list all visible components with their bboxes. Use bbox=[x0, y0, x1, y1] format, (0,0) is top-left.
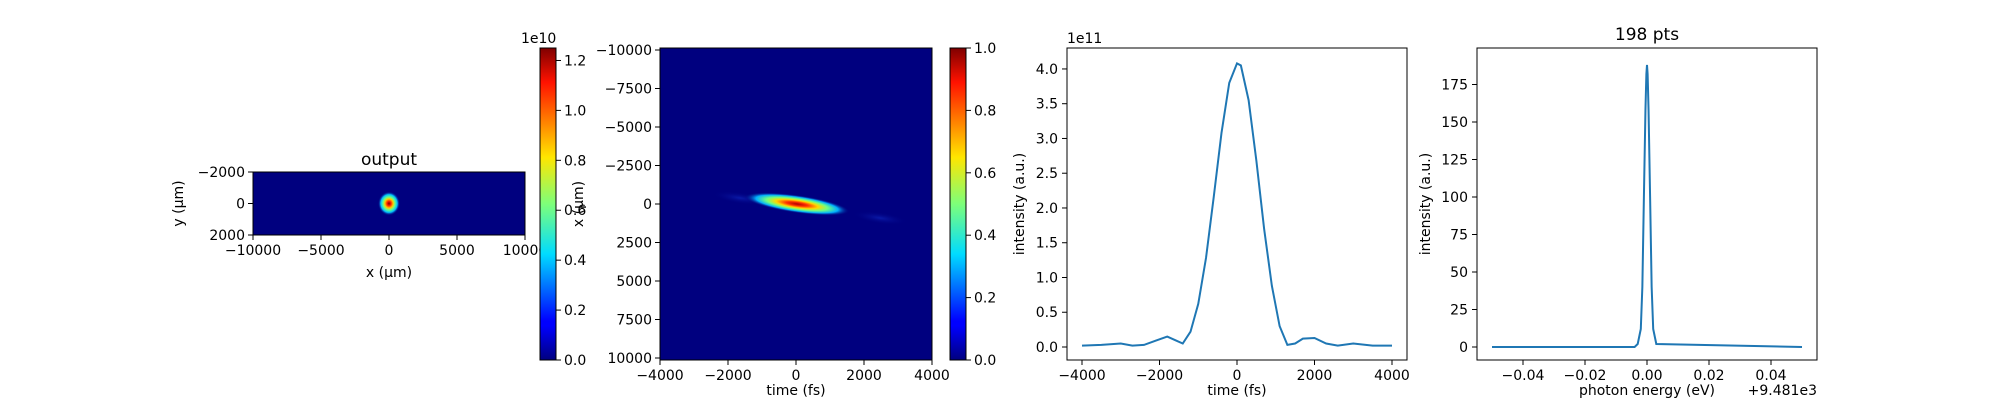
time-space-x-label: time (fs) bbox=[766, 383, 825, 399]
output-x-tick-label: 5000 bbox=[439, 243, 475, 259]
output-colorbar-tick-label: 0.6 bbox=[564, 203, 586, 219]
time-space-x-tick-label: 2000 bbox=[846, 368, 882, 384]
time-space-colorbar-tick-label: 0.2 bbox=[974, 291, 996, 307]
time-space-y-tick-label: −5000 bbox=[605, 120, 652, 136]
time-lineout-y-tick-label: 0.5 bbox=[1036, 305, 1058, 321]
output-y-label: y (μm) bbox=[171, 180, 187, 226]
output-beam-spot bbox=[378, 191, 400, 216]
output-x-tick-label: 0 bbox=[385, 243, 394, 259]
time-lineout-x-label: time (fs) bbox=[1207, 383, 1266, 399]
output-x-tick-label: 10000 bbox=[503, 243, 548, 259]
output-colorbar-tick-label: 1.2 bbox=[564, 53, 586, 69]
time-space-ghost-right bbox=[852, 210, 908, 226]
output-colorbar-tick-label: 0.8 bbox=[564, 153, 586, 169]
spectrum-x-tick-label: −0.02 bbox=[1564, 368, 1607, 384]
time-space-y-tick-label: −10000 bbox=[596, 43, 652, 59]
time-space-y-tick-label: −7500 bbox=[605, 82, 652, 98]
spectrum-y-tick-label: 25 bbox=[1450, 303, 1468, 319]
time-space-colorbar: 0.0 0.2 0.4 0.6 0.8 1.0 bbox=[949, 41, 996, 369]
time-lineout-y-tick-label: 4.0 bbox=[1036, 62, 1058, 78]
panel-time-space-heatmap: −4000 −2000 0 2000 4000 −10000 −7500 −5000 −250… bbox=[571, 43, 950, 399]
time-space-x-tick-label: −2000 bbox=[704, 368, 751, 384]
spectrum-x-tick-label: −0.04 bbox=[1502, 368, 1545, 384]
spectrum-y-tick-label: 150 bbox=[1441, 115, 1468, 131]
spectrum-y-tick-label: 100 bbox=[1441, 190, 1468, 206]
spectrum-x-tick-label: 0.04 bbox=[1755, 368, 1786, 384]
time-space-x-tick-label: 4000 bbox=[914, 368, 950, 384]
spectrum-title: 198 pts bbox=[1615, 25, 1679, 45]
output-colorbar-tick-label: 0.2 bbox=[564, 303, 586, 319]
output-colorbar: 0.0 0.2 0.4 0.6 0.8 1.0 1.2 1e10 bbox=[521, 31, 586, 369]
time-space-x-tick-label: 0 bbox=[792, 368, 801, 384]
time-lineout-x-tick-label: 0 bbox=[1233, 368, 1242, 384]
panel-output-heatmap: output −10000 −5000 0 5000 10000 −200002000 … bbox=[171, 150, 547, 281]
time-space-x-tick-label: −4000 bbox=[636, 368, 683, 384]
time-lineout-y-tick-label: 1.0 bbox=[1036, 270, 1058, 286]
time-space-pulse bbox=[744, 192, 850, 216]
time-space-colorbar-tick-label: 0.4 bbox=[974, 228, 996, 244]
output-x-tick-label: −5000 bbox=[297, 243, 344, 259]
spectrum-axes-frame bbox=[1476, 47, 1818, 361]
time-lineout-y-tick-label: 1.5 bbox=[1036, 236, 1058, 252]
spectrum-series-line bbox=[1492, 64, 1803, 348]
output-colorbar-tick-label: 0.4 bbox=[564, 253, 586, 269]
panel-time-lineout: −4000 −2000 0 2000 4000 0.0 0.5 1.0 1.5 2.0 2.5 3.… bbox=[1012, 31, 1410, 399]
time-lineout-y-tick-label: 3.5 bbox=[1036, 97, 1058, 113]
output-y-tick-label: 2000 bbox=[209, 228, 245, 244]
time-space-y-tick-label: 7500 bbox=[616, 313, 652, 329]
time-lineout-y-tick-label: 3.0 bbox=[1036, 131, 1058, 147]
time-lineout-series-line bbox=[1081, 61, 1392, 347]
spectrum-x-label: photon energy (eV) bbox=[1579, 383, 1715, 399]
time-space-colorbar-tick-label: 0.0 bbox=[974, 353, 996, 369]
time-space-y-tick-label: 5000 bbox=[616, 274, 652, 290]
panel-spectrum: 198 pts −0.04 −0.02 0.00 0.02 0.04 0 25 50 75 10… bbox=[1418, 25, 1818, 399]
spectrum-x-tick-label: 0.02 bbox=[1693, 368, 1724, 384]
time-space-y-label: x (μm) bbox=[571, 181, 587, 227]
time-lineout-x-tick-label: −2000 bbox=[1136, 368, 1183, 384]
time-lineout-y-label: intensity (a.u.) bbox=[1012, 153, 1028, 255]
spectrum-y-tick-label: 125 bbox=[1441, 153, 1468, 169]
time-lineout-y-tick-label: 0.0 bbox=[1036, 340, 1058, 356]
spectrum-y-tick-label: 75 bbox=[1450, 228, 1468, 244]
spectrum-x-tick-label: 0.00 bbox=[1631, 368, 1662, 384]
output-x-tick-label: −10000 bbox=[225, 243, 281, 259]
output-colorbar-gradient bbox=[539, 47, 557, 361]
time-lineout-axes-frame bbox=[1066, 47, 1408, 361]
spectrum-y-tick-label: 0 bbox=[1459, 340, 1468, 356]
time-lineout-multiplier: 1e11 bbox=[1067, 31, 1102, 47]
time-lineout-x-tick-label: −4000 bbox=[1058, 368, 1105, 384]
time-lineout-y-tick-label: 2.0 bbox=[1036, 201, 1058, 217]
spectrum-offset: +9.481e3 bbox=[1748, 383, 1817, 399]
time-space-colorbar-tick-label: 0.8 bbox=[974, 103, 996, 119]
time-lineout-y-tick-label: 2.5 bbox=[1036, 166, 1058, 182]
spectrum-y-tick-label: 50 bbox=[1450, 265, 1468, 281]
output-title: output bbox=[361, 150, 417, 170]
time-space-colorbar-tick-label: 1.0 bbox=[974, 41, 996, 57]
spectrum-y-label: intensity (a.u.) bbox=[1418, 153, 1434, 255]
time-lineout-x-tick-label: 2000 bbox=[1297, 368, 1333, 384]
time-space-colorbar-gradient bbox=[949, 47, 967, 361]
output-colorbar-tick-label: 1.0 bbox=[564, 103, 586, 119]
spectrum-y-tick-label: 175 bbox=[1441, 78, 1468, 94]
output-y-tick-label: 0 bbox=[236, 197, 245, 213]
time-space-colorbar-tick-label: 0.6 bbox=[974, 166, 996, 182]
output-y-tick-label: −2000 bbox=[198, 165, 245, 181]
time-lineout-x-tick-label: 4000 bbox=[1374, 368, 1410, 384]
output-x-label: x (μm) bbox=[366, 265, 412, 281]
time-space-y-tick-label: 2500 bbox=[616, 236, 652, 252]
output-colorbar-tick-label: 0.0 bbox=[564, 353, 586, 369]
time-space-y-tick-label: −2500 bbox=[605, 159, 652, 175]
output-colorbar-multiplier: 1e10 bbox=[521, 31, 556, 47]
time-space-y-tick-label: 10000 bbox=[607, 351, 652, 367]
time-space-y-tick-label: 0 bbox=[643, 197, 652, 213]
